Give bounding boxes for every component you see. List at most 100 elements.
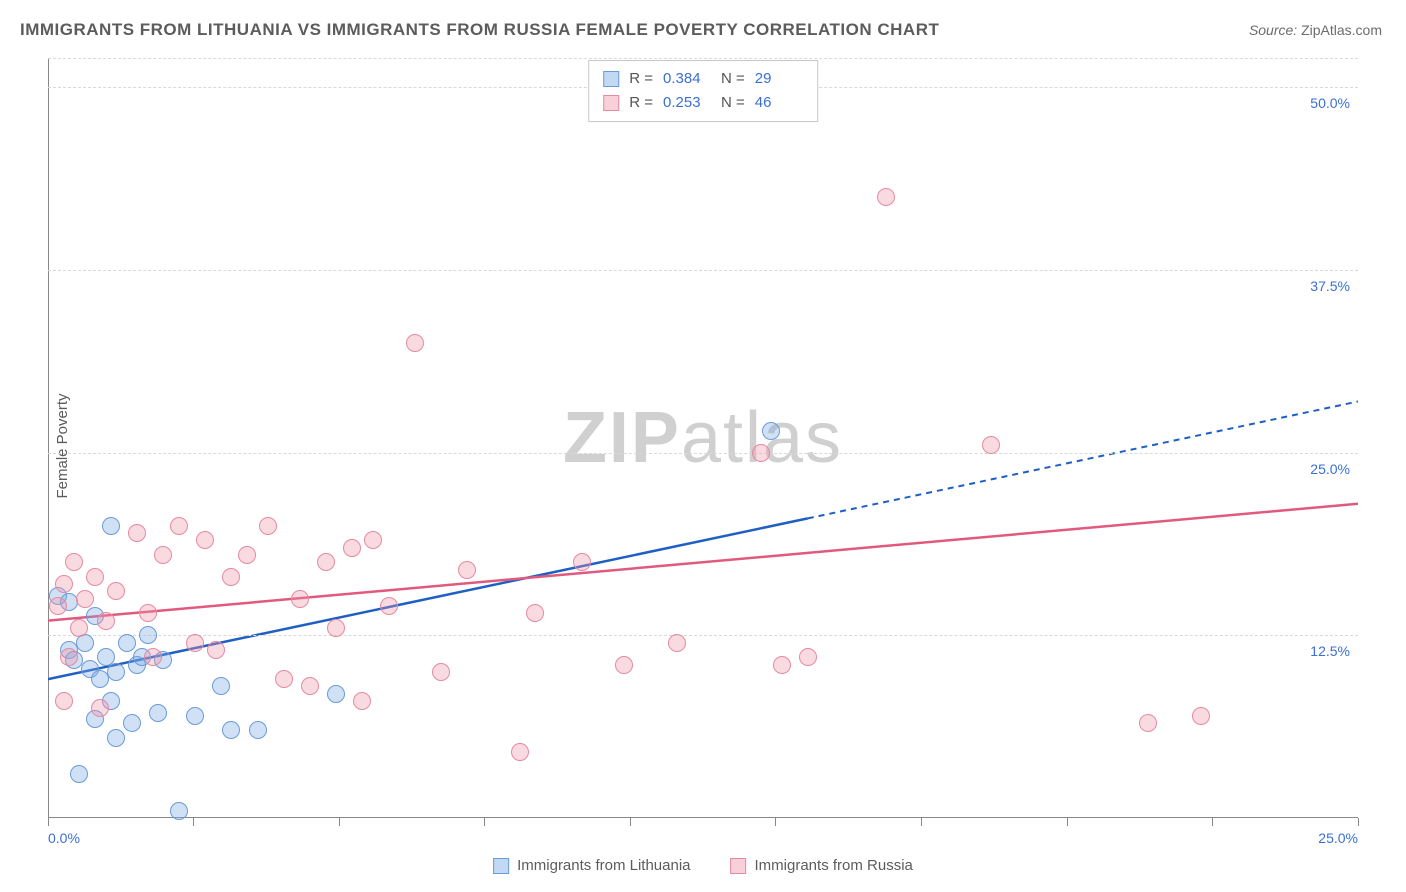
legend-label: Immigrants from Russia <box>755 857 913 874</box>
scatter-point <box>207 641 225 659</box>
scatter-point <box>238 546 256 564</box>
scatter-point <box>353 692 371 710</box>
scatter-point <box>123 714 141 732</box>
scatter-point <box>327 619 345 637</box>
y-tick-label: 12.5% <box>1310 643 1350 659</box>
n-value: 29 <box>755 67 803 91</box>
scatter-point <box>107 663 125 681</box>
stats-legend: R = 0.384 N = 29R =0.253N =46 <box>588 60 818 122</box>
scatter-point <box>343 539 361 557</box>
watermark-zip: ZIP <box>563 398 681 478</box>
scatter-point <box>380 597 398 615</box>
x-tick <box>775 818 776 826</box>
scatter-point <box>91 699 109 717</box>
scatter-point <box>139 604 157 622</box>
source-label: Source: <box>1249 22 1297 38</box>
x-tick <box>1358 818 1359 826</box>
n-label: N = <box>721 67 745 91</box>
scatter-point <box>65 553 83 571</box>
y-tick-label: 50.0% <box>1310 95 1350 111</box>
scatter-point <box>327 685 345 703</box>
scatter-point <box>668 634 686 652</box>
scatter-point <box>170 802 188 820</box>
scatter-point <box>1139 714 1157 732</box>
y-tick-label: 25.0% <box>1310 461 1350 477</box>
watermark: ZIPatlas <box>563 397 843 479</box>
y-axis-line <box>48 58 49 818</box>
scatter-point <box>70 765 88 783</box>
stats-row: R =0.253N =46 <box>603 91 803 115</box>
gridline <box>48 635 1358 636</box>
legend-swatch <box>603 71 619 87</box>
scatter-point <box>573 553 591 571</box>
scatter-point <box>511 743 529 761</box>
scatter-point <box>877 188 895 206</box>
scatter-point <box>526 604 544 622</box>
gridline <box>48 270 1358 271</box>
x-tick-label: 25.0% <box>1318 830 1358 846</box>
x-axis-line <box>48 817 1358 818</box>
scatter-point <box>222 568 240 586</box>
scatter-point <box>102 517 120 535</box>
scatter-point <box>139 626 157 644</box>
legend-swatch <box>731 858 747 874</box>
source-value: ZipAtlas.com <box>1301 22 1382 38</box>
legend-swatch <box>603 95 619 111</box>
scatter-point <box>1192 707 1210 725</box>
scatter-point <box>97 612 115 630</box>
scatter-point <box>259 517 277 535</box>
legend-item: Immigrants from Russia <box>731 857 913 874</box>
scatter-point <box>154 546 172 564</box>
scatter-point <box>76 590 94 608</box>
legend-item: Immigrants from Lithuania <box>493 857 690 874</box>
gridline <box>48 453 1358 454</box>
scatter-point <box>222 721 240 739</box>
scatter-point <box>364 531 382 549</box>
y-tick-label: 37.5% <box>1310 278 1350 294</box>
legend-label: Immigrants from Lithuania <box>517 857 690 874</box>
scatter-point <box>128 524 146 542</box>
r-label: R = <box>629 67 653 91</box>
x-tick <box>921 818 922 826</box>
source-attribution: Source: ZipAtlas.com <box>1249 22 1382 38</box>
x-tick <box>48 818 49 826</box>
scatter-point <box>196 531 214 549</box>
gridline <box>48 58 1358 59</box>
scatter-point <box>291 590 309 608</box>
scatter-point <box>406 334 424 352</box>
scatter-point <box>55 692 73 710</box>
n-label: N = <box>721 91 745 115</box>
scatter-point <box>301 677 319 695</box>
scatter-point <box>86 568 104 586</box>
trendline-dashed <box>808 401 1358 518</box>
scatter-point <box>170 517 188 535</box>
r-value: 0.384 <box>663 67 711 91</box>
scatter-point <box>762 422 780 440</box>
scatter-point <box>212 677 230 695</box>
legend-swatch <box>493 858 509 874</box>
x-tick <box>1212 818 1213 826</box>
scatter-point <box>458 561 476 579</box>
chart-title: IMMIGRANTS FROM LITHUANIA VS IMMIGRANTS … <box>20 20 939 40</box>
r-label: R = <box>629 91 653 115</box>
scatter-point <box>70 619 88 637</box>
scatter-point <box>615 656 633 674</box>
stats-row: R = 0.384 N = 29 <box>603 67 803 91</box>
scatter-point <box>317 553 335 571</box>
scatter-point <box>144 648 162 666</box>
plot-region: ZIPatlas 12.5%25.0%37.5%50.0%0.0%25.0% <box>48 58 1358 818</box>
x-tick <box>193 818 194 826</box>
scatter-point <box>752 444 770 462</box>
scatter-point <box>107 729 125 747</box>
scatter-point <box>432 663 450 681</box>
x-tick <box>339 818 340 826</box>
scatter-point <box>186 707 204 725</box>
x-tick <box>484 818 485 826</box>
scatter-point <box>799 648 817 666</box>
x-tick <box>1067 818 1068 826</box>
x-tick-label: 0.0% <box>48 830 80 846</box>
scatter-point <box>55 575 73 593</box>
scatter-point <box>249 721 267 739</box>
scatter-point <box>118 634 136 652</box>
scatter-point <box>275 670 293 688</box>
